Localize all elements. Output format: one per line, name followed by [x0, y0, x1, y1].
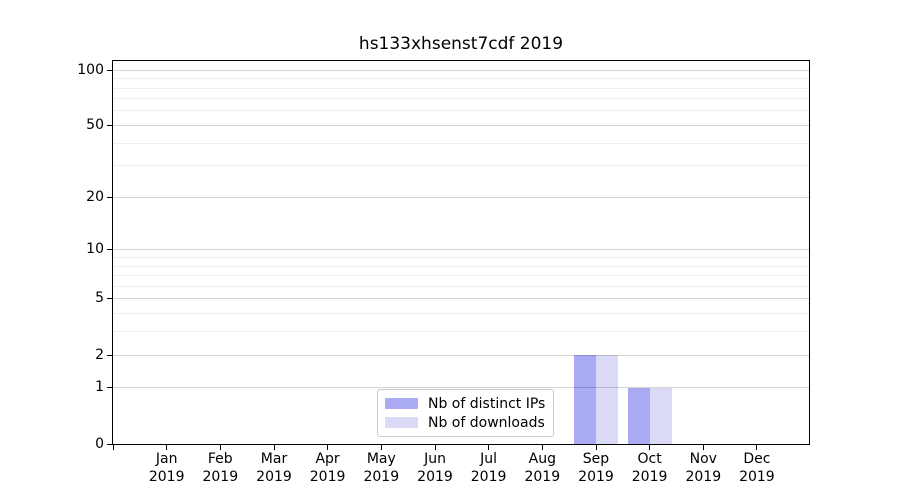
x-tick-aug — [541, 445, 543, 450]
gridline-major-1 — [113, 387, 809, 389]
x-tick-nov — [702, 445, 704, 450]
y-tick-5 — [107, 298, 112, 300]
bar-downloads-oct — [649, 387, 672, 444]
x-tick-jun — [434, 445, 436, 450]
gridline-minor-6 — [113, 285, 809, 287]
x-tick-label-jan: Jan 2019 — [148, 451, 185, 485]
gridline-minor-9 — [113, 257, 809, 258]
y-tick-label-20: 20 — [86, 188, 104, 205]
y-tick-label-50: 50 — [86, 117, 104, 133]
gridline-minor-7 — [113, 275, 809, 276]
y-tick-0 — [107, 443, 112, 445]
x-tick-may — [380, 445, 382, 450]
legend-label-downloads: Nb of downloads — [428, 414, 545, 431]
gridline-minor-8 — [113, 265, 809, 267]
y-tick-label-0: 0 — [95, 435, 104, 452]
gridline-major-2 — [113, 354, 809, 356]
bar-distinct-ips-oct — [627, 387, 650, 444]
y-tick-100 — [107, 69, 112, 71]
gridline-major-100 — [113, 69, 809, 71]
x-tick-label-aug: Aug 2019 — [524, 451, 561, 485]
y-tick-label-10: 10 — [86, 241, 104, 258]
chart-title: hs133xhsenst7cdf 2019 — [358, 34, 564, 54]
y-tick-1 — [107, 387, 112, 389]
x-tick-label-sep: Sep 2019 — [578, 451, 614, 485]
legend: Nb of distinct IPs Nb of downloads — [377, 389, 555, 437]
legend-item-downloads: Nb of downloads — [385, 413, 545, 432]
x-tick-label-jul: Jul 2019 — [470, 451, 507, 485]
bar-downloads-sep — [596, 355, 618, 444]
x-tick-feb — [219, 445, 221, 450]
x-tick-label-may: May 2019 — [363, 451, 400, 485]
legend-swatch-distinct-ips — [385, 398, 418, 409]
gridline-minor-80 — [113, 87, 809, 89]
y-tick-label-1: 1 — [95, 379, 104, 396]
y-tick-20 — [107, 196, 112, 198]
y-tick-label-100: 100 — [77, 61, 104, 78]
x-tick-label-dec: Dec 2019 — [739, 451, 775, 485]
x-tick-label-nov: Nov 2019 — [685, 451, 722, 485]
gridline-major-50 — [113, 125, 809, 126]
x-tick-label-apr: Apr 2019 — [309, 451, 346, 485]
gridline-major-5 — [113, 298, 809, 300]
x-tick-apr — [327, 445, 329, 450]
y-tick-50 — [107, 125, 112, 126]
y-tick-2 — [107, 354, 112, 356]
plot-area — [112, 60, 810, 445]
x-tick-mar — [273, 445, 275, 450]
legend-swatch-downloads — [385, 417, 418, 428]
x-tick-edge — [112, 445, 114, 450]
y-tick-label-2: 2 — [95, 346, 104, 363]
legend-label-distinct-ips: Nb of distinct IPs — [428, 395, 546, 412]
bar-distinct-ips-sep — [574, 355, 596, 444]
x-tick-label-jun: Jun 2019 — [417, 451, 453, 485]
x-tick-oct — [649, 445, 651, 450]
gridline-major-20 — [113, 196, 809, 198]
x-tick-sep — [595, 445, 597, 450]
gridline-minor-40 — [113, 142, 809, 144]
gridline-minor-3 — [113, 331, 809, 333]
x-tick-jul — [488, 445, 490, 450]
y-tick-label-5: 5 — [95, 290, 104, 307]
gridline-minor-4 — [113, 313, 809, 315]
gridline-minor-90 — [113, 78, 809, 79]
x-tick-jan — [166, 445, 168, 450]
legend-item-distinct-ips: Nb of distinct IPs — [385, 394, 545, 413]
x-tick-label-feb: Feb 2019 — [202, 451, 239, 485]
x-tick-label-mar: Mar 2019 — [256, 451, 292, 485]
y-tick-10 — [107, 249, 112, 251]
gridline-minor-30 — [113, 165, 809, 167]
x-tick-label-oct: Oct 2019 — [631, 451, 668, 485]
gridline-minor-70 — [113, 98, 809, 100]
x-tick-dec — [756, 445, 758, 450]
gridline-minor-60 — [113, 110, 809, 112]
gridline-major-10 — [113, 249, 809, 251]
